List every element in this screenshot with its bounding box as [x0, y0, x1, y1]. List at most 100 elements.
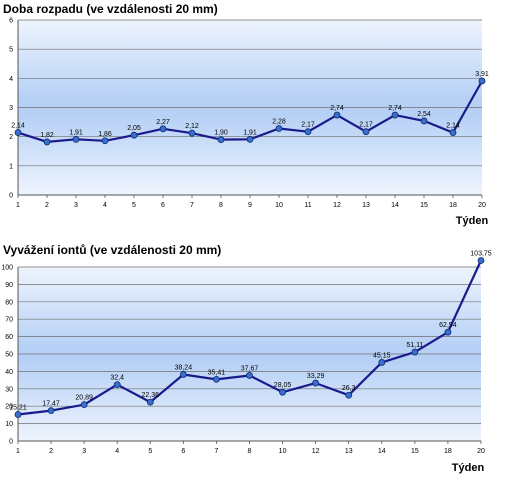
data-label: 1,82: [40, 132, 54, 139]
x-tick-label: 3: [74, 202, 78, 209]
data-point: [188, 129, 196, 137]
data-label: 2,74: [388, 105, 402, 112]
data-label: 103,75: [470, 250, 492, 257]
data-label: 1,91: [243, 129, 257, 136]
data-point: [80, 401, 88, 409]
data-point: [279, 388, 286, 396]
x-tick-label: 10: [279, 448, 287, 455]
data-point: [159, 125, 167, 133]
y-tick-label: 6: [9, 18, 13, 25]
x-axis-title: Týden: [456, 215, 489, 227]
x-tick-label: 1: [16, 202, 20, 209]
x-tick-label: 5: [132, 202, 136, 209]
y-tick-label: 3: [9, 105, 13, 112]
x-tick-label: 15: [411, 448, 419, 455]
x-tick-label: 15: [420, 202, 428, 209]
data-point: [449, 129, 457, 136]
data-label: 2,05: [127, 125, 141, 132]
x-tick-label: 6: [161, 202, 165, 209]
y-tick-label: 10: [5, 421, 13, 428]
y-tick-label: 30: [5, 386, 13, 393]
data-label: 15,21: [9, 405, 27, 412]
data-point: [345, 391, 353, 399]
data-point: [333, 111, 341, 119]
data-point: [420, 117, 428, 125]
y-tick-label: 1: [9, 163, 13, 170]
data-label: 2,12: [185, 123, 199, 130]
data-point: [391, 111, 399, 119]
data-point: [14, 129, 22, 136]
data-label: 20,89: [75, 395, 93, 402]
data-label: 2,14: [11, 123, 25, 130]
x-tick-label: 13: [362, 202, 370, 209]
data-label: 38,24: [175, 364, 193, 371]
data-point: [113, 381, 121, 389]
x-tick-label: 13: [345, 448, 353, 455]
x-tick-label: 5: [148, 448, 152, 455]
x-tick-label: 14: [378, 448, 386, 455]
y-tick-label: 4: [9, 76, 13, 83]
data-point: [478, 77, 486, 85]
y-tick-label: 40: [5, 369, 13, 376]
data-label: 17,47: [42, 401, 60, 408]
data-label: 22,36: [142, 392, 160, 399]
y-tick-label: 80: [5, 299, 13, 306]
data-label: 45,15: [373, 352, 391, 359]
data-point: [43, 138, 51, 146]
data-label: 2,17: [359, 122, 373, 129]
data-label: 37,67: [241, 365, 259, 372]
data-label: 1,90: [214, 130, 228, 137]
y-tick-label: 90: [5, 282, 13, 289]
y-tick-label: 50: [5, 352, 13, 359]
series-line: [17, 260, 482, 416]
x-tick-label: 7: [190, 202, 194, 209]
data-point: [477, 257, 485, 264]
data-point: [217, 136, 225, 143]
data-point: [130, 131, 138, 139]
x-axis-title: Týden: [452, 462, 485, 474]
data-point: [246, 135, 254, 143]
x-tick-label: 2: [45, 202, 49, 209]
x-tick-label: 8: [219, 202, 223, 209]
y-tick-label: 60: [5, 334, 13, 341]
data-point: [304, 128, 312, 136]
data-point: [378, 359, 386, 366]
data-label: 32,4: [110, 375, 124, 382]
x-tick-label: 7: [214, 448, 218, 455]
x-tick-label: 18: [444, 448, 452, 455]
data-label: 1,86: [98, 131, 112, 138]
data-label: 33,29: [307, 373, 325, 380]
data-point: [179, 371, 187, 378]
x-tick-label: 9: [248, 202, 252, 209]
data-label: 28,05: [274, 382, 292, 389]
data-label: 62,54: [439, 322, 457, 329]
x-tick-label: 4: [103, 202, 107, 209]
y-tick-label: 20: [5, 404, 13, 411]
data-point: [101, 137, 109, 145]
data-point: [213, 375, 220, 383]
data-label: 1,91: [69, 129, 83, 136]
y-tick-label: 0: [9, 439, 13, 446]
y-tick-label: 5: [9, 47, 13, 54]
y-tick-label: 2: [9, 134, 13, 141]
chart1-title: Doba rozpadu (ve vzdálenosti 20 mm): [3, 2, 218, 16]
data-label: 2,27: [156, 119, 170, 126]
x-tick-label: 18: [449, 202, 457, 209]
y-tick-label: 100: [1, 265, 13, 272]
data-label: 26,3: [342, 385, 356, 392]
x-tick-label: 11: [304, 202, 311, 209]
data-point: [47, 407, 55, 415]
data-point: [14, 411, 22, 418]
y-tick-label: 70: [5, 317, 13, 324]
data-point: [362, 128, 370, 136]
x-tick-label: 20: [477, 448, 485, 455]
x-tick-label: 12: [333, 202, 341, 209]
x-tick-label: 14: [391, 202, 399, 209]
data-label: 3,91: [475, 71, 489, 78]
data-label: 2,14: [446, 123, 460, 130]
data-point: [146, 398, 154, 406]
data-point: [246, 372, 253, 379]
x-tick-label: 8: [248, 448, 252, 455]
data-label: 2,74: [330, 105, 344, 112]
